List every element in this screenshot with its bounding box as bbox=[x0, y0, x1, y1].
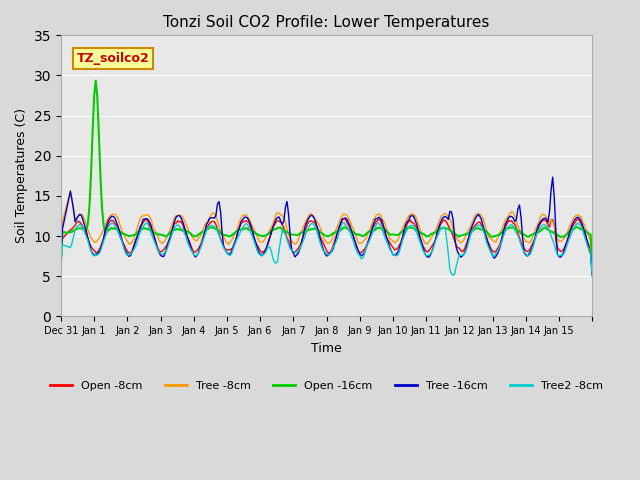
Text: TZ_soilco2: TZ_soilco2 bbox=[77, 52, 150, 65]
X-axis label: Time: Time bbox=[311, 342, 342, 355]
Y-axis label: Soil Temperatures (C): Soil Temperatures (C) bbox=[15, 108, 28, 243]
Legend: Open -8cm, Tree -8cm, Open -16cm, Tree -16cm, Tree2 -8cm: Open -8cm, Tree -8cm, Open -16cm, Tree -… bbox=[46, 376, 607, 395]
Title: Tonzi Soil CO2 Profile: Lower Temperatures: Tonzi Soil CO2 Profile: Lower Temperatur… bbox=[163, 15, 490, 30]
